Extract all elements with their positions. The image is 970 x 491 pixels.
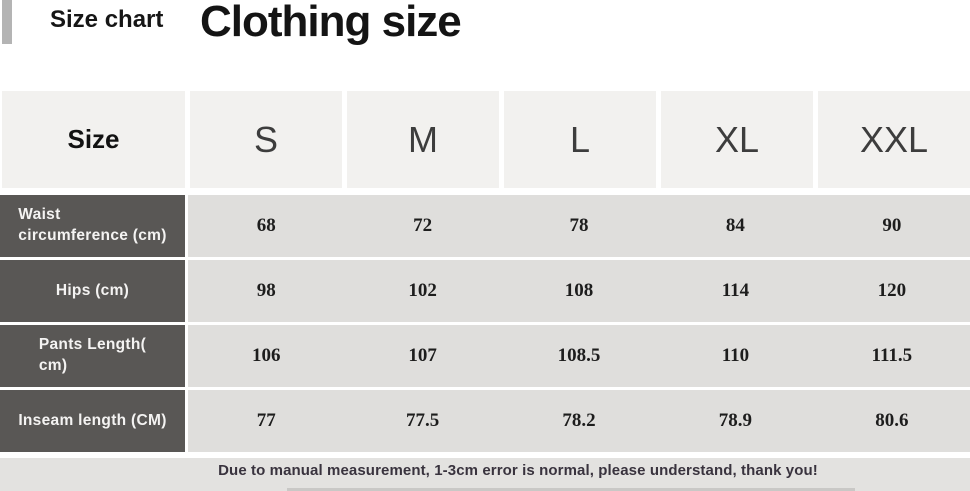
- section-label: Size chart: [50, 6, 164, 33]
- size-table: Size S M L XL XXL Waist circumference (cm) 68…: [0, 91, 970, 452]
- row-header: Pants Length( cm): [0, 325, 185, 387]
- table-row: Inseam length (CM) 77 77.5 78.2 78.9 80.6: [0, 390, 970, 452]
- value-cell: 108.5: [557, 345, 601, 366]
- value-cell: 111.5: [871, 345, 913, 366]
- page-title: Clothing size: [200, 0, 462, 46]
- row-cells: 68 72 78 84 90: [188, 195, 970, 257]
- value-cell: 107: [408, 345, 437, 366]
- value-cell: 120: [877, 280, 907, 301]
- row-cells: 106 107 108.5 110 111.5: [188, 325, 970, 387]
- row-header: Waist circumference (cm): [0, 195, 185, 257]
- value-cell: 77: [256, 410, 276, 431]
- row-cells: 77 77.5 78.2 78.9 80.6: [188, 390, 970, 452]
- value-cell: 98: [256, 280, 276, 301]
- table-row: Hips (cm) 98 102 108 114 120: [0, 260, 970, 322]
- column-header-l: L: [504, 91, 656, 188]
- column-header-size: Size: [2, 91, 185, 188]
- column-header-xl: XL: [661, 91, 813, 188]
- column-header-s: S: [190, 91, 342, 188]
- row-header-label: Hips (cm): [55, 281, 130, 299]
- table-row: Pants Length( cm) 106 107 108.5 110 111.5: [0, 325, 970, 387]
- footer-note-text: Due to manual measurement, 1-3cm error i…: [218, 462, 818, 479]
- value-cell: 78: [569, 215, 589, 236]
- table-row: Waist circumference (cm) 68 72 78 84 90: [0, 195, 970, 257]
- value-cell: 102: [408, 280, 437, 301]
- value-cell: 114: [721, 280, 750, 301]
- value-cell: 106: [251, 345, 281, 366]
- column-header-m: M: [347, 91, 499, 188]
- row-header-label: Waist circumference (cm): [18, 206, 167, 244]
- footer-note-bar: Due to manual measurement, 1-3cm error i…: [0, 458, 970, 491]
- value-cell: 108: [564, 280, 594, 301]
- row-header-label: Pants Length( cm): [38, 336, 147, 374]
- column-header-xxl: XXL: [818, 91, 970, 188]
- accent-bar: [2, 0, 12, 44]
- table-header-row: Size S M L XL XXL: [2, 91, 970, 188]
- value-cell: 78.2: [562, 410, 596, 431]
- table-body: Waist circumference (cm) 68 72 78 84 90 Hips (…: [0, 195, 970, 452]
- value-cell: 78.9: [718, 410, 753, 431]
- value-cell: 90: [882, 215, 902, 236]
- value-cell: 110: [721, 345, 750, 366]
- value-cell: 80.6: [875, 410, 909, 431]
- value-cell: 68: [256, 215, 276, 236]
- row-header: Hips (cm): [0, 260, 185, 322]
- value-cell: 77.5: [405, 410, 440, 431]
- value-cell: 84: [725, 215, 745, 236]
- row-cells: 98 102 108 114 120: [188, 260, 970, 322]
- page-header: Size chart Clothing size: [0, 0, 970, 91]
- bottom-edge-shadow: [287, 488, 855, 491]
- row-header: Inseam length (CM): [0, 390, 185, 452]
- row-header-label: Inseam length (CM): [18, 411, 167, 429]
- value-cell: 72: [413, 215, 433, 236]
